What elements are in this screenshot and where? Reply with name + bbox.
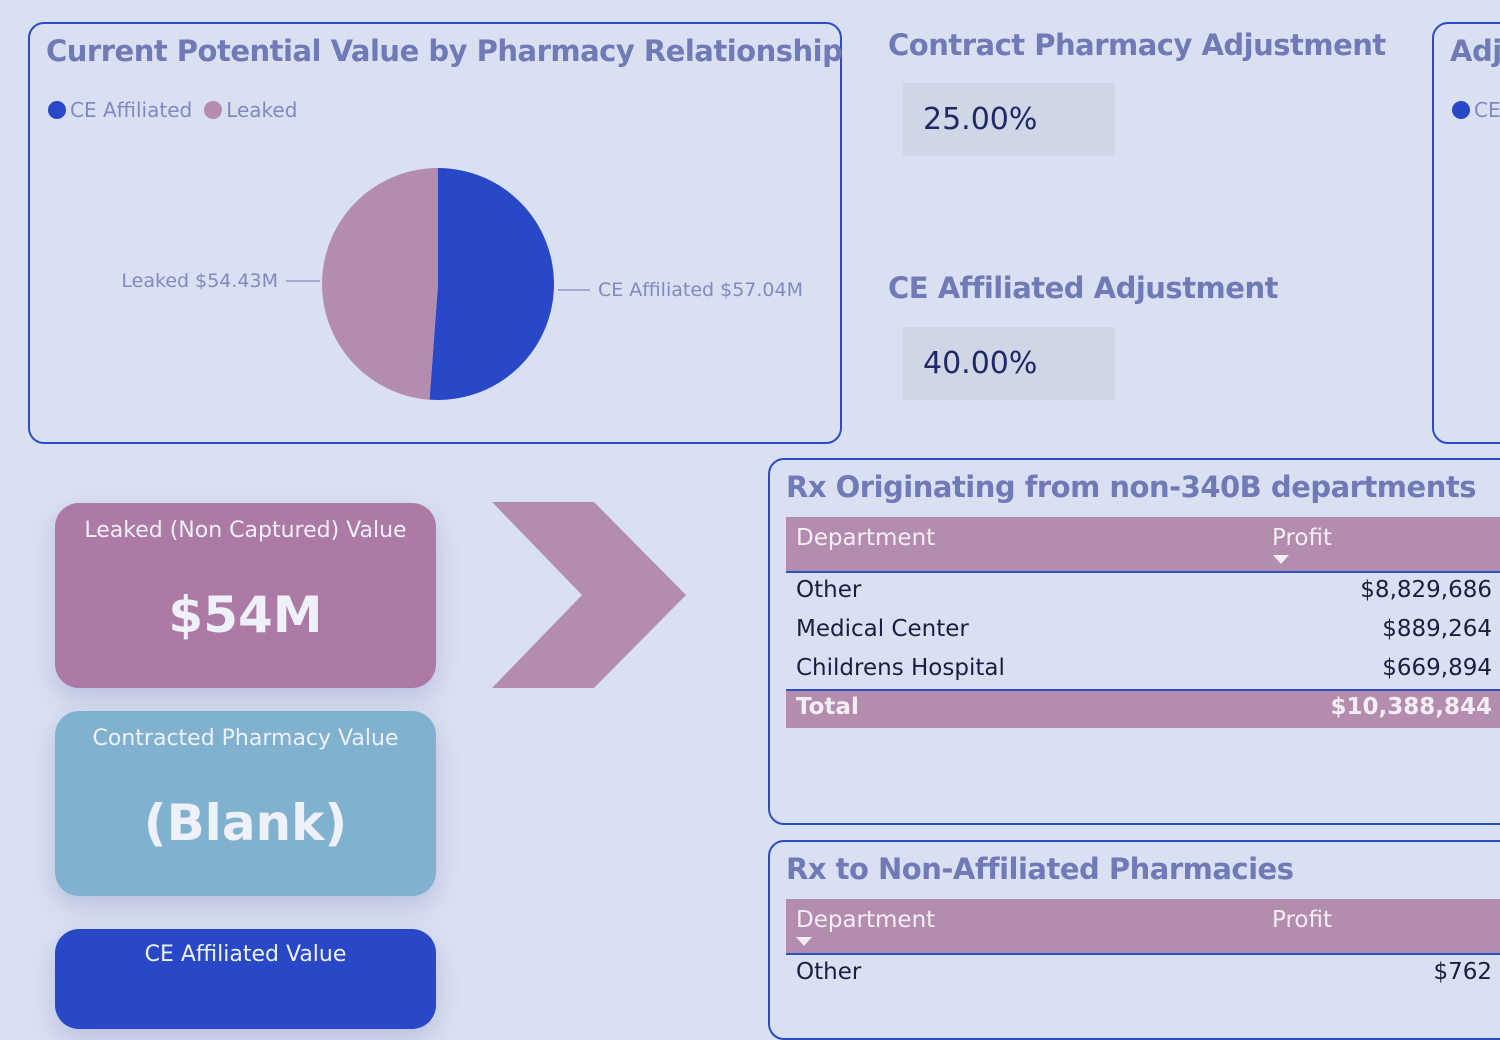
contract-adjustment-title: Contract Pharmacy Adjustment [888,28,1386,62]
column-header-profit[interactable]: Profit [1272,525,1332,551]
legend-label: CE [1474,98,1500,122]
column-header-department[interactable]: Department [796,525,936,551]
sort-descending-icon[interactable] [796,937,812,946]
contracted-value-card: Contracted Pharmacy Value (Blank) [55,711,436,896]
adjusted-value-panel: Adju CE [1432,22,1500,444]
cell-department: Medical Center [796,616,969,642]
legend-dot-icon [48,101,66,119]
nonaffiliated-table-title: Rx to Non-Affiliated Pharmacies [786,852,1294,886]
table-row[interactable]: Other $762 [786,955,1500,994]
cell-profit: $889,264 [1382,616,1492,642]
legend-dot-icon [1452,101,1470,119]
leaked-value-card: Leaked (Non Captured) Value $54M [55,503,436,688]
pie-slice-leaked[interactable] [321,168,438,400]
chevron-arrow-icon [492,502,686,688]
legend-label: Leaked [226,98,298,122]
pie-chart-panel: Current Potential Value by Pharmacy Rela… [28,22,843,444]
affiliated-adjustment-title: CE Affiliated Adjustment [888,271,1278,305]
cell-profit: $762 [1433,959,1492,985]
pie-legend: CE Affiliated Leaked [48,98,309,122]
non340b-table-title: Rx Originating from non-340B departments [786,470,1476,504]
cell-department: Other [796,577,862,603]
pie-label-affiliated: CE Affiliated $57.04M [598,279,803,301]
sort-descending-icon[interactable] [1273,555,1289,564]
cell-department: Other [796,959,862,985]
affiliated-adjustment-input[interactable]: 40.00% [903,327,1115,400]
total-value: $10,388,844 [1330,694,1492,720]
table-row[interactable]: Medical Center $889,264 [786,612,1500,651]
legend-label: CE Affiliated [70,98,193,122]
cell-profit: $8,829,686 [1360,577,1492,603]
table-header: Department Profit [786,517,1500,573]
leaked-card-value: $54M [168,586,323,644]
total-label: Total [796,694,859,720]
contract-adjustment-input[interactable]: 25.00% [903,83,1115,156]
cell-profit: $669,894 [1382,655,1492,681]
nonaffiliated-table-panel: Rx to Non-Affiliated Pharmacies Departme… [768,840,1500,1040]
non340b-table-panel: Rx Originating from non-340B departments… [768,458,1500,825]
table-row[interactable]: Other $8,829,686 [786,573,1500,612]
table-total-row: Total $10,388,844 [786,689,1500,728]
column-header-department[interactable]: Department [796,907,936,933]
pie-slice-ce-affiliated[interactable] [429,168,554,400]
legend-dot-icon [204,101,223,119]
contracted-card-label: Contracted Pharmacy Value [92,726,399,751]
table-header: Department Profit [786,899,1500,955]
adjusted-legend: CE [1452,98,1500,122]
affiliated-value-card: CE Affiliated Value [55,929,436,1029]
column-header-profit[interactable]: Profit [1272,907,1332,933]
pie-chart-title: Current Potential Value by Pharmacy Rela… [46,34,843,68]
pie-chart: Leaked $54.43M CE Affiliated $57.04M [121,168,803,400]
contracted-card-value: (Blank) [143,794,348,852]
affiliated-card-label: CE Affiliated Value [144,942,347,967]
adjusted-panel-title: Adju [1450,34,1500,68]
table-row[interactable]: Childrens Hospital $669,894 [786,651,1500,690]
leaked-card-label: Leaked (Non Captured) Value [84,518,407,543]
pie-label-leaked: Leaked $54.43M [121,270,278,292]
legend-item-ce-affiliated[interactable]: CE Affiliated [48,98,192,122]
cell-department: Childrens Hospital [796,655,1005,681]
legend-item-leaked[interactable]: Leaked [204,98,297,122]
